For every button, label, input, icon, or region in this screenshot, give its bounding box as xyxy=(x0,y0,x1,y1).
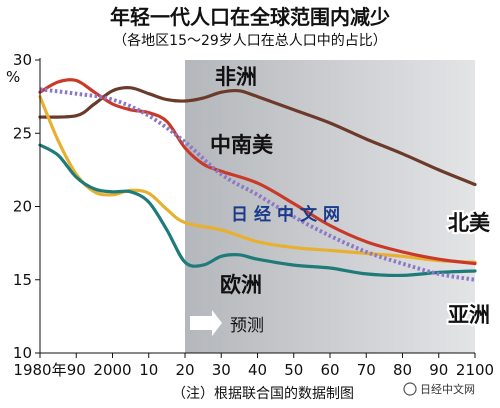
forecast-region xyxy=(185,60,475,353)
x-tick-label: 2000 xyxy=(93,361,131,379)
x-tick-label: 50 xyxy=(284,361,303,379)
x-tick-label: 40 xyxy=(248,361,267,379)
y-unit-label: % xyxy=(6,68,20,86)
series-label-北美: 北美 xyxy=(448,211,490,235)
y-tick-label: 30 xyxy=(13,51,32,69)
x-tick-label: 70 xyxy=(357,361,376,379)
series-label-欧洲: 欧洲 xyxy=(220,273,262,297)
chart-title: 年轻一代人口在全球范围内减少 xyxy=(110,5,390,29)
watermark-center: 日经中文网 xyxy=(231,204,346,225)
x-tick-label: 90 xyxy=(429,361,448,379)
series-line-非洲 xyxy=(38,86,477,187)
series-layer xyxy=(38,78,477,282)
y-tick-label: 15 xyxy=(13,271,32,289)
chart-note: （注）根据联合国的数据制图 xyxy=(172,386,354,402)
y-tick-label: 25 xyxy=(13,124,32,142)
y-tick-label: 20 xyxy=(13,198,32,216)
x-tick-label: 60 xyxy=(320,361,339,379)
forecast-arrow-icon xyxy=(190,310,222,336)
series-line-中南美 xyxy=(38,78,477,266)
x-tick-label: 30 xyxy=(212,361,231,379)
y-tick-label: 10 xyxy=(13,344,32,362)
watermark-logo-icon xyxy=(403,382,417,396)
series-line-欧洲 xyxy=(38,143,477,278)
series-label-中南美: 中南美 xyxy=(210,133,273,157)
x-tick-labels: 1980年 90 2000 10 20 30 40 50 60 70 80 90 2100 xyxy=(13,361,494,379)
x-tick-label: 2100 xyxy=(456,361,494,379)
y-tick-labels: 10 15 20 25 30 xyxy=(13,51,32,362)
x-tick-label: 10 xyxy=(139,361,158,379)
axes xyxy=(35,58,476,358)
watermark-corner-text: 日经中文网 xyxy=(420,382,475,396)
x-tick-label: 20 xyxy=(175,361,194,379)
series-label-亚洲: 亚洲 xyxy=(448,303,490,327)
x-tick-label: 90 xyxy=(67,361,86,379)
forecast-shading xyxy=(185,60,475,353)
forecast-marker: 预测 xyxy=(190,310,264,336)
forecast-label: 预测 xyxy=(230,316,264,336)
x-tick-label: 80 xyxy=(393,361,412,379)
watermark-corner: 日经中文网 xyxy=(403,382,475,396)
x-tick-label: 1980年 xyxy=(13,361,66,379)
series-label-非洲: 非洲 xyxy=(215,65,257,89)
chart-subtitle: （各地区15～29岁人口在总人口中的占比） xyxy=(113,33,387,49)
